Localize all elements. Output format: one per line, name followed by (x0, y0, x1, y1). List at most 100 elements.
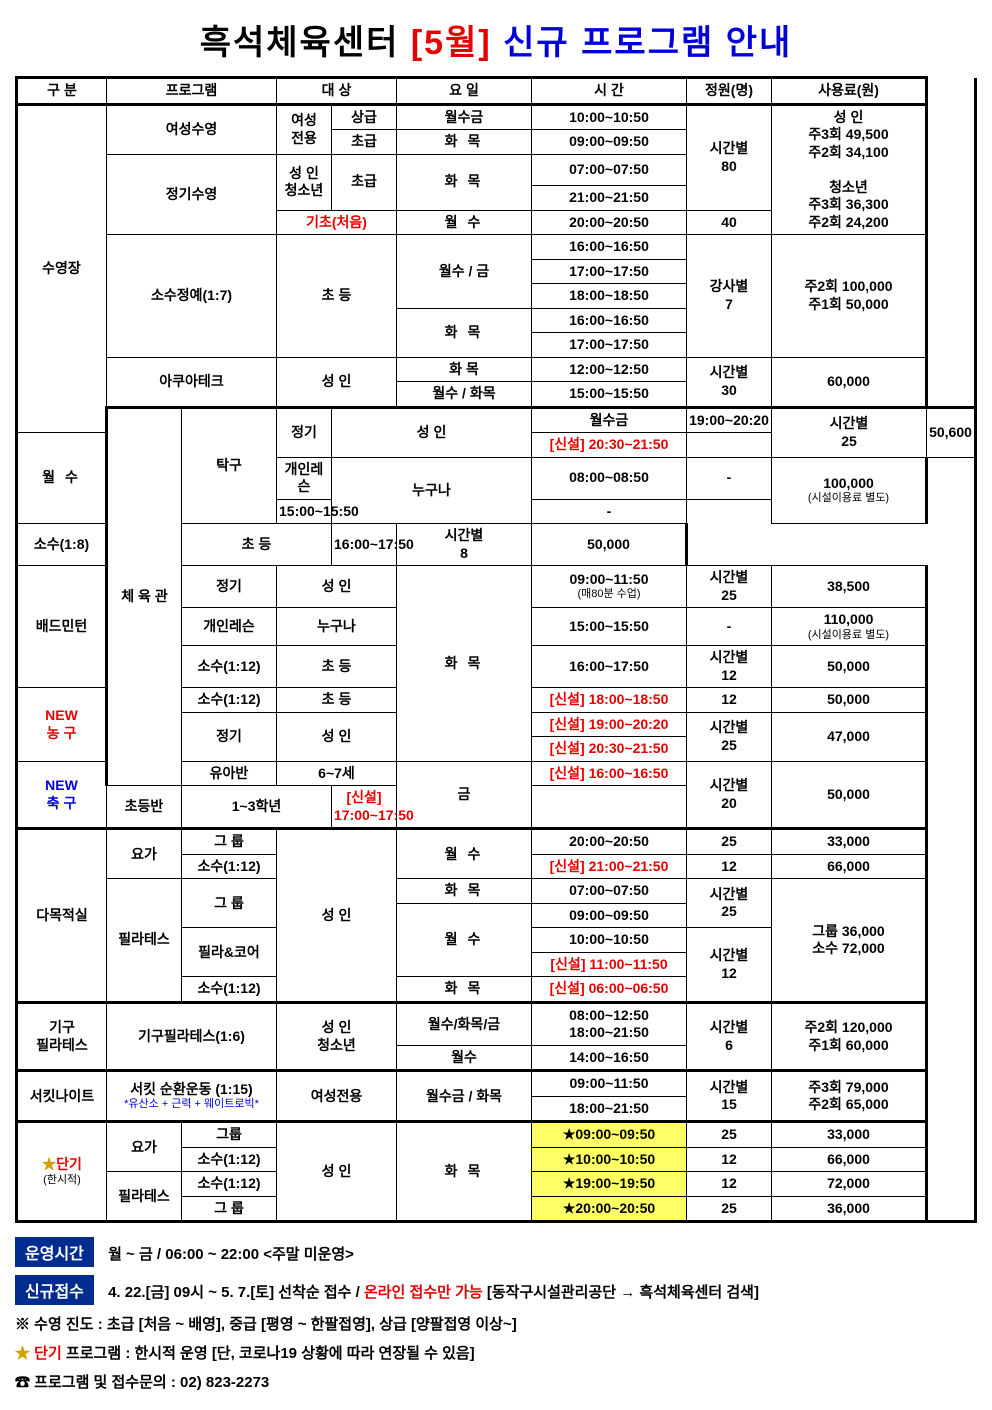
cell: 08:00~08:50 (532, 457, 687, 499)
cell: ★10:00~10:50 (532, 1147, 687, 1172)
cell: [신설] 11:00~11:50 (532, 952, 687, 977)
cell: 20:00~20:50 (532, 210, 687, 235)
cell: 소수(1:8) (17, 524, 107, 566)
cell: 배드민턴 (17, 566, 107, 688)
cell: 수영장 (17, 104, 107, 433)
cell: 시간별 12 (687, 928, 772, 1003)
cell: 개인레슨 (182, 608, 277, 646)
cell: 12 (687, 1147, 772, 1172)
cell: 개인레슨 (277, 457, 332, 499)
cell: 월수금 (397, 104, 532, 130)
cell: 그 룹 (182, 1196, 277, 1222)
program-table: 구 분프로그램대 상요 일시 간정원(명)사용료(원)수영장여성수영여성 전용상… (15, 76, 977, 1223)
cell: 요가 (107, 829, 182, 879)
cell: ★19:00~19:50 (532, 1172, 687, 1197)
cell: 72,000 (772, 1172, 927, 1197)
cell: 110,000(시설이용료 별도) (772, 608, 927, 646)
cell: 누구나 (332, 457, 532, 524)
cell: 66,000 (772, 1147, 927, 1172)
cell: 17:00~17:50 (532, 259, 687, 284)
cell: 월 수 (397, 903, 532, 977)
cell: - (687, 608, 772, 646)
cell: 09:00~11:50(매80분 수업) (532, 566, 687, 608)
cell: 08:00~12:50 18:00~21:50 (532, 1002, 687, 1045)
cell: 33,000 (772, 1122, 927, 1148)
cell: 초 등 (277, 646, 397, 688)
cell: 20:00~20:50 (532, 829, 687, 855)
cell: 탁구 (182, 407, 277, 524)
cell: 유아반 (182, 761, 277, 786)
cell: 기구 필라테스 (17, 1002, 107, 1071)
cell: 월수 / 금 (397, 235, 532, 309)
cell: 38,500 (772, 566, 927, 608)
cell: 소수정예(1:7) (107, 235, 277, 358)
cell: - (532, 499, 687, 524)
cell: 시간별 25 (772, 407, 927, 457)
cell: 소수(1:12) (182, 854, 277, 879)
hours-line: 운영시간 월 ~ 금 / 06:00 ~ 22:00 <주말 미운영> (15, 1237, 977, 1267)
cell: 월수 / 화목 (397, 382, 532, 408)
cell: 초 등 (277, 688, 397, 713)
cell: 16:00~17:50 (532, 646, 687, 688)
cell: 성 인 (277, 1122, 397, 1222)
header-0: 구 분 (17, 78, 107, 105)
cell: 성 인 (277, 829, 397, 1003)
cell: 주3회 79,000 주2회 65,000 (772, 1071, 927, 1122)
cell: 그 룹 (182, 879, 277, 928)
cell: 소수(1:12) (182, 688, 277, 713)
cell: 누구나 (277, 608, 397, 646)
cell: 09:00~09:50 (532, 130, 687, 155)
registration-line: 신규접수 4. 22.[금] 09시 ~ 5. 7.[토] 선착순 접수 / 온… (15, 1275, 977, 1305)
cell: 초급 (332, 130, 397, 155)
cell: 화 목 (397, 566, 532, 762)
note-contact: ☎ 프로그램 및 접수문의 : 02) 823-2273 (15, 1371, 977, 1392)
cell: 성 인 (277, 712, 397, 761)
cell: 정기 (182, 566, 277, 608)
cell: 그룹 36,000 소수 72,000 (772, 879, 927, 1003)
cell: 성 인 (332, 407, 532, 457)
cell: 50,000 (532, 524, 687, 566)
header-4: 시 간 (532, 78, 687, 105)
cell: 소수(1:12) (182, 1172, 277, 1197)
cell: 50,000 (772, 688, 927, 713)
cell: 성 인 주3회 49,500 주2회 34,100 청소년 주3회 36,300… (772, 104, 927, 235)
cell: 15:00~15:50 (532, 382, 687, 408)
cell: 16:00~17:50 (332, 524, 397, 566)
cell: 화 목 (397, 879, 532, 904)
cell: [신설] 19:00~20:20 (532, 712, 687, 737)
cell: 성 인 청소년 (277, 154, 332, 210)
cell: 주2회 100,000 주1회 50,000 (772, 235, 927, 358)
cell: 25 (687, 1196, 772, 1222)
cell: 15:00~15:50 (532, 608, 687, 646)
cell: [신설] 16:00~16:50 (532, 761, 687, 786)
cell: 36,000 (772, 1196, 927, 1222)
cell: 화 목 (397, 977, 532, 1003)
cell: 6~7세 (277, 761, 397, 786)
cell: 12 (687, 854, 772, 879)
cell: 소수(1:12) (182, 646, 277, 688)
cell: 18:00~21:50 (532, 1096, 687, 1122)
cell: 시간별 8 (397, 524, 532, 566)
footer: 운영시간 월 ~ 금 / 06:00 ~ 22:00 <주말 미운영> 신규접수… (15, 1237, 977, 1392)
cell: 월 수 (397, 210, 532, 235)
cell: 주2회 120,000 주1회 60,000 (772, 1002, 927, 1071)
cell: [신설] 21:00~21:50 (532, 854, 687, 879)
cell: 초등반 (107, 786, 182, 829)
page-title: 흑석체육센터 [5월] 신규 프로그램 안내 (15, 15, 977, 64)
cell: 그 룹 (182, 829, 277, 855)
cell: 필라&코어 (182, 928, 277, 977)
cell: 초 등 (277, 235, 397, 358)
cell: 필라테스 (107, 879, 182, 1003)
cell: 월 수 (397, 829, 532, 879)
cell: 40 (687, 210, 772, 235)
cell: 월수 (397, 1045, 532, 1071)
cell: 12:00~12:50 (532, 357, 687, 382)
cell: 12 (687, 688, 772, 713)
cell: 12 (687, 1172, 772, 1197)
cell: 금 (397, 761, 532, 829)
cell: 정기 (277, 407, 332, 457)
cell: - (687, 457, 772, 499)
cell: [신설] 20:30~21:50 (532, 737, 687, 762)
cell: 서킷나이트 (17, 1071, 107, 1122)
cell: 서킷 순환운동 (1:15)*유산소 + 근력 + 웨이트로빅* (107, 1071, 277, 1122)
